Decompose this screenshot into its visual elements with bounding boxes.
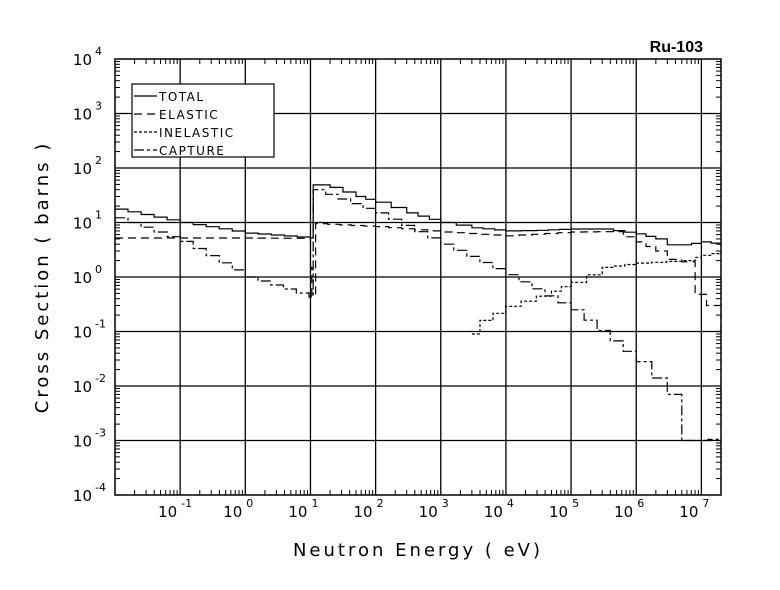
x-tick-label: 10	[158, 503, 177, 521]
y-tick-exponent: 1	[95, 209, 102, 222]
minor-ticks	[115, 59, 722, 495]
y-tick-label: 10	[73, 215, 92, 233]
y-tick-label: 10	[73, 160, 92, 178]
y-tick-exponent: 3	[95, 100, 102, 113]
x-axis-label: Neutron Energy ( eV)	[293, 540, 543, 561]
x-tick-label: 10	[288, 503, 307, 521]
y-tick-exponent: -4	[95, 481, 106, 494]
legend: TOTAL ELASTIC INELASTIC CAPTURE	[131, 83, 275, 158]
y-axis-label: Cross Section ( barns )	[32, 141, 53, 413]
y-tick-label: 10	[73, 106, 92, 124]
y-tick-label: 10	[73, 324, 92, 342]
x-tick-exponent: -1	[181, 497, 192, 510]
y-tick-label: 10	[73, 487, 92, 505]
series-elastic	[115, 223, 722, 332]
y-tick-exponent: 2	[95, 154, 102, 167]
y-tick-label: 10	[73, 51, 92, 69]
x-tick-exponent: 4	[507, 497, 514, 510]
x-tick-label: 10	[614, 503, 633, 521]
x-tick-exponent: 6	[637, 497, 644, 510]
series-total	[115, 184, 722, 246]
x-tick-exponent: 1	[311, 497, 318, 510]
x-tick-label: 10	[419, 503, 438, 521]
y-tick-label: 10	[73, 269, 92, 287]
x-tick-exponent: 5	[572, 497, 579, 510]
x-tick-exponent: 3	[442, 497, 449, 510]
legend-label-elastic: ELASTIC	[159, 108, 219, 122]
chart-title: Ru-103	[650, 39, 703, 56]
series-lines	[115, 184, 722, 442]
x-tick-label: 10	[484, 503, 503, 521]
x-tick-label: 10	[679, 503, 698, 521]
x-tick-labels: 10 -1 10 0 10 1 10 2 10 3 10 4 10 5 10 6 10 7	[158, 497, 709, 521]
y-tick-exponent: 0	[95, 263, 102, 276]
x-tick-label: 10	[549, 503, 568, 521]
y-tick-exponent: 4	[95, 45, 102, 58]
y-tick-label: 10	[73, 433, 92, 451]
y-tick-label: 10	[73, 378, 92, 396]
y-tick-exponent: -3	[95, 427, 106, 440]
legend-label-total: TOTAL	[158, 90, 205, 104]
x-tick-exponent: 2	[377, 497, 384, 510]
y-tick-exponent: -2	[95, 372, 106, 385]
legend-label-inelastic: INELASTIC	[159, 126, 235, 140]
x-tick-label: 10	[354, 503, 373, 521]
x-tick-exponent: 7	[702, 497, 709, 510]
x-tick-exponent: 0	[246, 497, 253, 510]
x-tick-label: 10	[223, 503, 242, 521]
series-capture	[115, 189, 722, 442]
grid-lines	[115, 59, 721, 495]
series-inelastic	[471, 251, 722, 335]
y-tick-exponent: -1	[95, 318, 106, 331]
legend-label-capture: CAPTURE	[159, 144, 225, 158]
plot-frame	[114, 58, 722, 496]
